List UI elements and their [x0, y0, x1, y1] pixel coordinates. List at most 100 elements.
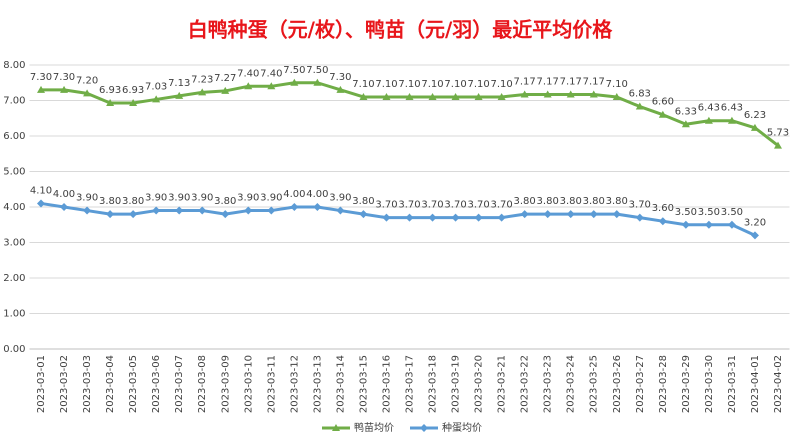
data-label: 6.43 — [698, 103, 720, 114]
marker — [175, 206, 184, 215]
data-label: 7.50 — [306, 65, 328, 76]
marker — [520, 210, 529, 219]
data-label: 7.17 — [583, 76, 605, 87]
data-label: 7.40 — [237, 68, 259, 79]
marker — [658, 110, 667, 118]
x-tick-label: 2023-03-21 — [497, 355, 508, 413]
y-tick-label: 2.00 — [3, 273, 25, 284]
y-tick-label: 0.00 — [3, 344, 25, 355]
data-label: 3.80 — [99, 196, 121, 207]
x-tick-label: 2023-03-12 — [289, 355, 300, 413]
data-label: 6.93 — [99, 85, 121, 96]
data-label: 7.27 — [214, 73, 236, 84]
marker — [428, 92, 437, 100]
marker — [681, 120, 690, 128]
data-label: 7.17 — [514, 76, 536, 87]
x-tick-label: 2023-03-09 — [220, 355, 231, 413]
data-label: 3.20 — [744, 217, 766, 228]
marker — [336, 206, 345, 215]
marker — [589, 90, 598, 98]
data-label: 3.50 — [721, 207, 743, 218]
data-label: 3.50 — [698, 207, 720, 218]
data-label: 3.90 — [191, 193, 213, 204]
marker — [773, 141, 782, 149]
data-label: 4.00 — [306, 189, 328, 200]
data-label: 6.93 — [122, 85, 144, 96]
data-label: 3.80 — [606, 196, 628, 207]
marker — [566, 210, 575, 219]
data-label: 7.10 — [421, 79, 443, 90]
y-tick-label: 1.00 — [3, 309, 25, 320]
marker — [129, 210, 138, 219]
marker — [152, 95, 161, 103]
x-tick-label: 2023-03-18 — [428, 355, 439, 413]
marker — [60, 85, 69, 93]
x-tick-label: 2023-03-07 — [174, 355, 185, 413]
data-label: 3.80 — [122, 196, 144, 207]
marker — [83, 206, 92, 215]
legend: 鸭苗均价 种蛋均价 — [322, 421, 482, 434]
marker — [37, 199, 46, 208]
marker — [198, 206, 207, 215]
x-tick-label: 2023-03-10 — [243, 355, 254, 413]
x-tick-label: 2023-03-26 — [612, 355, 623, 413]
marker — [313, 203, 322, 211]
data-label: 7.10 — [352, 79, 374, 90]
data-label: 3.90 — [329, 193, 351, 204]
marker — [566, 90, 575, 98]
x-tick-label: 2023-03-29 — [681, 355, 692, 413]
marker — [152, 206, 161, 215]
data-label: 7.30 — [30, 72, 52, 83]
data-label: 3.90 — [168, 193, 190, 204]
marker — [382, 213, 391, 222]
marker — [497, 92, 506, 100]
marker — [359, 92, 368, 100]
marker — [405, 92, 414, 100]
marker — [727, 116, 736, 124]
data-label: 6.33 — [675, 106, 697, 117]
data-label: 3.60 — [652, 203, 674, 214]
x-tick-label: 2023-03-31 — [727, 355, 738, 413]
x-tick-label: 2023-03-14 — [335, 355, 346, 413]
marker — [106, 98, 115, 106]
marker — [428, 213, 437, 222]
data-label: 3.90 — [145, 193, 167, 204]
data-label: 7.10 — [490, 79, 512, 90]
marker — [244, 82, 253, 90]
marker — [221, 86, 230, 94]
marker — [221, 210, 230, 219]
data-label: 7.40 — [260, 68, 282, 79]
data-label: 3.90 — [76, 193, 98, 204]
data-label: 3.80 — [583, 196, 605, 207]
data-label: 7.10 — [398, 79, 420, 90]
marker — [635, 213, 644, 222]
data-label: 7.03 — [145, 81, 167, 92]
x-tick-label: 2023-03-01 — [36, 355, 47, 413]
marker — [658, 217, 667, 226]
data-label: 6.23 — [744, 110, 766, 121]
y-tick-label: 8.00 — [3, 60, 25, 71]
marker — [175, 91, 184, 99]
data-label: 7.30 — [53, 72, 75, 83]
marker — [382, 92, 391, 100]
data-label: 4.00 — [53, 189, 75, 200]
data-label: 3.70 — [444, 200, 466, 211]
marker — [290, 203, 299, 211]
data-label: 7.17 — [560, 76, 582, 87]
data-label: 5.73 — [767, 128, 789, 139]
x-tick-label: 2023-03-02 — [59, 355, 70, 413]
data-label: 6.60 — [652, 97, 674, 108]
data-label: 3.70 — [421, 200, 443, 211]
x-tick-label: 2023-03-03 — [82, 355, 93, 413]
x-tick-label: 2023-03-27 — [635, 355, 646, 413]
marker — [704, 220, 713, 229]
x-tick-label: 2023-04-01 — [750, 355, 761, 413]
y-tick-label: 6.00 — [3, 131, 25, 142]
data-label: 7.20 — [76, 75, 98, 86]
marker — [336, 85, 345, 93]
data-label: 3.80 — [214, 196, 236, 207]
data-label: 3.80 — [352, 196, 374, 207]
legend-label: 种蛋均价 — [442, 421, 482, 434]
y-tick-label: 5.00 — [3, 167, 25, 178]
legend-marker — [420, 424, 428, 432]
